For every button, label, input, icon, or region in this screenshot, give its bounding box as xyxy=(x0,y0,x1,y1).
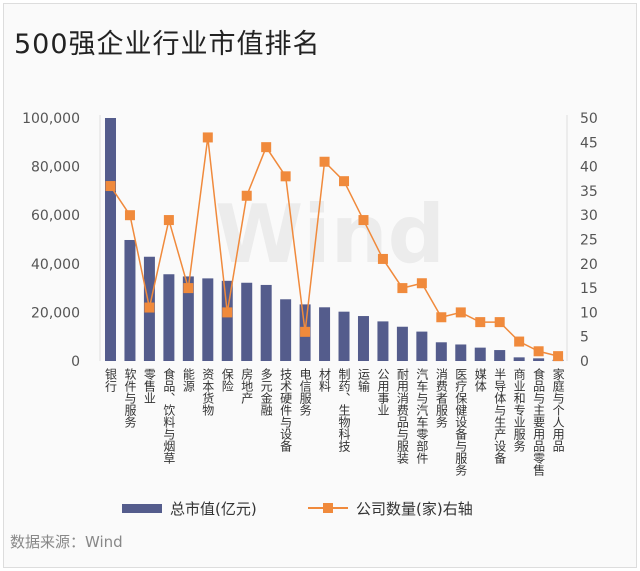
category-label: 零售业 xyxy=(142,368,156,404)
bar xyxy=(338,311,350,361)
line-marker xyxy=(358,215,369,226)
bar xyxy=(221,280,233,361)
line-marker xyxy=(494,317,505,328)
right-tick-label: 45 xyxy=(580,135,598,151)
right-tick-label: 35 xyxy=(580,184,598,200)
line-marker xyxy=(183,283,194,294)
right-tick-label: 40 xyxy=(580,160,598,176)
bar xyxy=(124,239,136,361)
line-marker xyxy=(202,132,213,143)
bar xyxy=(357,316,369,361)
line-marker xyxy=(319,156,330,167)
line-marker xyxy=(416,278,427,289)
category-label: 食品与主要用品零售 xyxy=(532,367,546,476)
bar xyxy=(202,278,214,361)
line-marker xyxy=(533,346,544,357)
left-tick-label: 20,000 xyxy=(31,305,80,321)
bar xyxy=(319,307,331,361)
bar xyxy=(182,276,194,361)
right-tick-label: 0 xyxy=(580,354,589,370)
category-label: 汽车与汽车零部件 xyxy=(415,367,429,464)
chart-title: 500强企业行业市值排名 xyxy=(14,29,321,60)
bar xyxy=(396,326,408,361)
bar xyxy=(474,347,486,361)
bar xyxy=(163,274,175,361)
bar xyxy=(377,321,389,361)
right-tick-label: 50 xyxy=(580,111,598,127)
line-marker xyxy=(475,317,486,328)
left-tick-label: 0 xyxy=(71,354,80,370)
right-tick-label: 5 xyxy=(580,330,589,346)
bar xyxy=(455,344,467,361)
category-label: 能源 xyxy=(181,368,195,393)
legend-line-marker xyxy=(323,503,333,513)
line-marker xyxy=(514,336,525,347)
right-tick-label: 25 xyxy=(580,233,598,249)
line-marker xyxy=(397,283,408,294)
category-label: 软件与服务 xyxy=(123,368,137,428)
category-label: 食品、饮料与烟草 xyxy=(162,367,176,464)
bar xyxy=(280,299,292,361)
line-marker xyxy=(455,307,466,318)
bar xyxy=(435,342,447,361)
bar xyxy=(513,357,525,361)
category-label: 电信服务 xyxy=(298,368,312,416)
category-label: 运输 xyxy=(356,368,370,393)
left-tick-label: 80,000 xyxy=(31,160,80,176)
line-marker xyxy=(124,210,135,221)
bar xyxy=(416,331,428,361)
line-marker xyxy=(163,215,174,226)
legend-bar-swatch xyxy=(122,504,162,513)
left-tick-label: 100,000 xyxy=(22,111,80,127)
line-marker xyxy=(300,326,311,337)
category-label: 媒体 xyxy=(473,368,487,393)
bar xyxy=(105,118,116,361)
line-marker xyxy=(436,312,447,323)
right-tick-label: 10 xyxy=(580,305,598,321)
legend-line-label: 公司数量(家)右轴 xyxy=(356,500,473,518)
line-marker xyxy=(553,351,564,362)
left-tick-label: 60,000 xyxy=(31,208,80,224)
line-marker xyxy=(280,171,291,182)
right-tick-label: 15 xyxy=(580,281,598,297)
bar xyxy=(533,358,545,361)
category-label: 房地产 xyxy=(240,367,254,405)
line-marker xyxy=(377,253,388,264)
category-label: 制药、生物科技 xyxy=(337,368,351,452)
category-label: 医疗保健设备与服务 xyxy=(454,368,468,476)
category-label: 材料 xyxy=(318,368,332,392)
line-marker xyxy=(339,176,350,187)
source-note: 数据来源：Wind xyxy=(10,533,123,551)
line-marker xyxy=(144,302,155,313)
bar xyxy=(494,350,506,361)
watermark-logo: Wind xyxy=(215,188,445,281)
bar xyxy=(260,284,272,361)
category-label: 保险 xyxy=(220,368,234,392)
category-label: 耐用消费品与服装 xyxy=(395,368,409,465)
right-tick-label: 30 xyxy=(580,208,598,224)
category-label: 商业和专业服务 xyxy=(512,367,526,452)
category-label: 消费者服务 xyxy=(434,368,448,428)
category-label: 家庭与个人用品 xyxy=(551,367,565,452)
left-tick-label: 40,000 xyxy=(31,257,80,273)
category-label: 资本货物 xyxy=(201,368,215,416)
right-tick-label: 20 xyxy=(580,257,598,273)
bar xyxy=(241,282,253,361)
category-label: 多元金融 xyxy=(259,368,273,417)
line-marker xyxy=(241,190,252,201)
line-marker xyxy=(261,142,272,153)
line-marker xyxy=(105,181,116,192)
line-marker xyxy=(222,307,233,318)
category-label: 银行 xyxy=(104,368,118,392)
category-label: 半导体与生产设备 xyxy=(493,368,507,465)
category-label: 公用事业 xyxy=(376,368,390,416)
legend-bar-label: 总市值(亿元) xyxy=(170,500,257,518)
category-label: 技术硬件与设备 xyxy=(279,368,293,453)
